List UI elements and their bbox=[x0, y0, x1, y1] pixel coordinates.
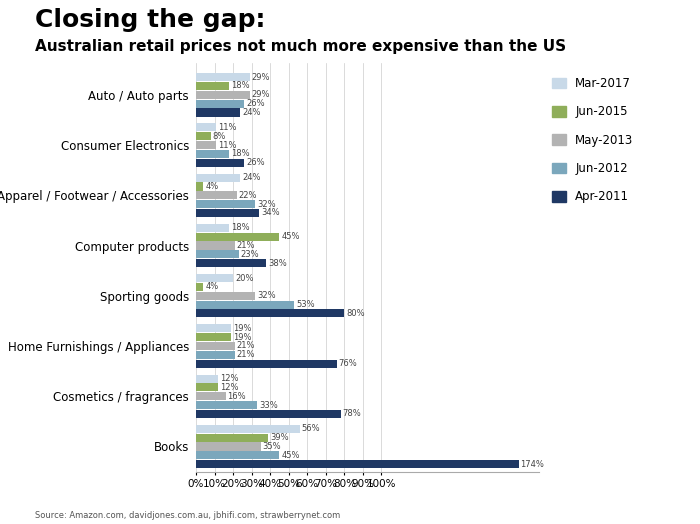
Text: 76%: 76% bbox=[339, 359, 358, 368]
Bar bbox=[196, 259, 267, 267]
Bar bbox=[196, 433, 268, 442]
Text: 80%: 80% bbox=[346, 309, 365, 318]
Bar bbox=[196, 425, 300, 433]
Bar bbox=[196, 200, 256, 208]
Text: 35%: 35% bbox=[262, 442, 281, 451]
Text: 19%: 19% bbox=[233, 324, 251, 333]
Bar bbox=[196, 150, 230, 158]
Text: 24%: 24% bbox=[242, 108, 261, 117]
Bar bbox=[196, 123, 216, 132]
Text: Closing the gap:: Closing the gap: bbox=[35, 8, 265, 32]
Text: 21%: 21% bbox=[237, 342, 256, 351]
Text: 21%: 21% bbox=[237, 241, 256, 250]
Bar bbox=[196, 359, 337, 368]
Bar bbox=[196, 224, 230, 232]
Text: 8%: 8% bbox=[213, 132, 226, 141]
Text: 39%: 39% bbox=[270, 433, 289, 442]
Text: 18%: 18% bbox=[231, 223, 250, 232]
Bar bbox=[196, 159, 244, 167]
Text: 19%: 19% bbox=[233, 333, 251, 342]
Bar bbox=[196, 401, 257, 409]
Text: 32%: 32% bbox=[257, 200, 276, 209]
Bar bbox=[196, 309, 344, 318]
Text: 174%: 174% bbox=[521, 460, 545, 468]
Text: 22%: 22% bbox=[239, 191, 257, 200]
Bar bbox=[196, 141, 216, 149]
Bar bbox=[196, 82, 230, 90]
Bar bbox=[196, 173, 241, 182]
Bar bbox=[196, 460, 519, 468]
Text: 29%: 29% bbox=[251, 90, 270, 99]
Text: 12%: 12% bbox=[220, 374, 239, 383]
Text: 26%: 26% bbox=[246, 158, 265, 167]
Bar bbox=[196, 410, 341, 418]
Bar bbox=[196, 324, 231, 332]
Bar bbox=[196, 384, 218, 391]
Bar bbox=[196, 108, 241, 116]
Text: 24%: 24% bbox=[242, 173, 261, 182]
Bar bbox=[196, 242, 235, 249]
Text: 20%: 20% bbox=[235, 274, 253, 282]
Bar bbox=[196, 233, 279, 241]
Text: 16%: 16% bbox=[228, 392, 246, 401]
Bar bbox=[196, 209, 259, 217]
Text: 4%: 4% bbox=[205, 182, 218, 191]
Bar bbox=[196, 73, 250, 81]
Legend: Mar-2017, Jun-2015, May-2013, Jun-2012, Apr-2011: Mar-2017, Jun-2015, May-2013, Jun-2012, … bbox=[552, 77, 634, 203]
Text: 18%: 18% bbox=[231, 81, 250, 91]
Bar bbox=[196, 300, 294, 309]
Bar bbox=[196, 392, 225, 400]
Bar bbox=[196, 274, 233, 282]
Bar bbox=[196, 283, 204, 291]
Bar bbox=[196, 91, 250, 99]
Text: 29%: 29% bbox=[251, 73, 270, 82]
Bar bbox=[196, 451, 279, 460]
Bar bbox=[196, 442, 261, 451]
Text: 56%: 56% bbox=[302, 424, 321, 433]
Text: 4%: 4% bbox=[205, 282, 218, 291]
Text: 78%: 78% bbox=[342, 409, 361, 418]
Text: 12%: 12% bbox=[220, 383, 239, 392]
Bar bbox=[196, 342, 235, 350]
Text: 45%: 45% bbox=[281, 232, 300, 241]
Bar bbox=[196, 100, 244, 108]
Text: 53%: 53% bbox=[296, 300, 315, 309]
Bar bbox=[196, 333, 231, 341]
Text: 38%: 38% bbox=[268, 259, 287, 268]
Text: 26%: 26% bbox=[246, 99, 265, 108]
Text: 18%: 18% bbox=[231, 149, 250, 158]
Bar bbox=[196, 182, 204, 191]
Bar bbox=[196, 191, 237, 199]
Text: 23%: 23% bbox=[241, 250, 259, 259]
Text: 11%: 11% bbox=[218, 123, 237, 132]
Text: 45%: 45% bbox=[281, 451, 300, 460]
Bar bbox=[196, 292, 256, 300]
Text: 11%: 11% bbox=[218, 140, 237, 149]
Text: 21%: 21% bbox=[237, 351, 256, 359]
Bar bbox=[196, 351, 235, 359]
Text: 32%: 32% bbox=[257, 291, 276, 300]
Bar bbox=[196, 132, 211, 140]
Text: 33%: 33% bbox=[259, 400, 278, 410]
Text: 34%: 34% bbox=[261, 209, 279, 217]
Text: Source: Amazon.com, davidjones.com.au, jbhifi.com, strawberrynet.com: Source: Amazon.com, davidjones.com.au, j… bbox=[35, 511, 340, 520]
Bar bbox=[196, 250, 239, 258]
Text: Australian retail prices not much more expensive than the US: Australian retail prices not much more e… bbox=[35, 39, 566, 54]
Bar bbox=[196, 375, 218, 383]
